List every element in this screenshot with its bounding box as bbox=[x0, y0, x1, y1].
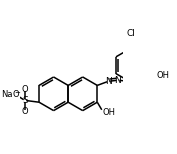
Text: Na: Na bbox=[1, 90, 13, 99]
Text: −: − bbox=[14, 90, 20, 96]
Text: N: N bbox=[115, 76, 121, 85]
Text: OH: OH bbox=[157, 71, 170, 80]
Text: Cl: Cl bbox=[126, 29, 135, 38]
Text: N: N bbox=[105, 77, 112, 86]
Text: OH: OH bbox=[103, 107, 116, 117]
Text: S: S bbox=[22, 96, 28, 105]
Text: O: O bbox=[21, 107, 28, 116]
Text: O: O bbox=[21, 85, 28, 94]
Text: O: O bbox=[13, 90, 19, 99]
